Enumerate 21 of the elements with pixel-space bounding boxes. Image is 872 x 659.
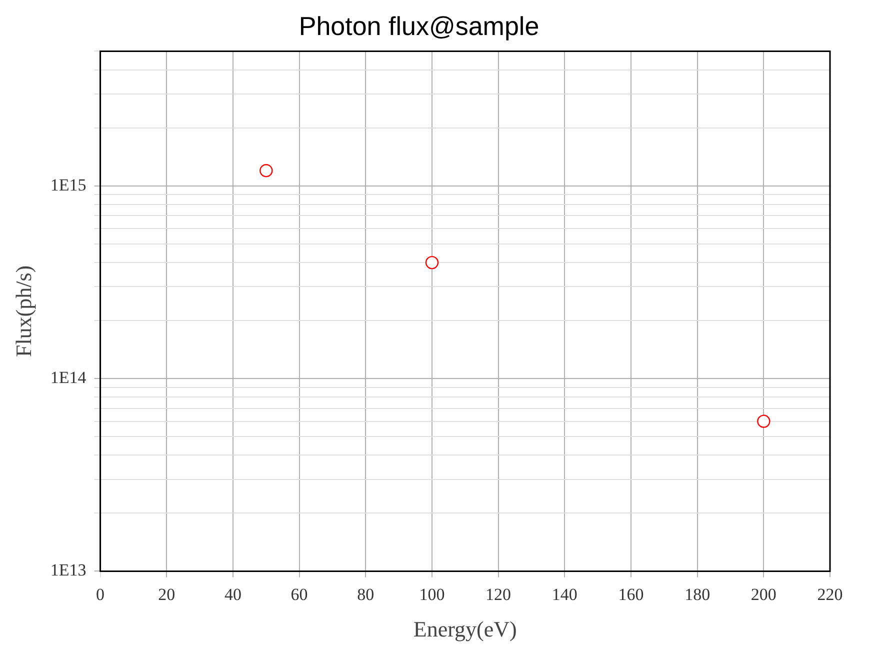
x-tick-label: 200 [750,584,776,604]
x-tick-label: 20 [158,584,176,604]
y-tick-label: 1E13 [50,560,86,580]
x-tick-label: 40 [224,584,242,604]
x-axis-title: Energy(eV) [413,616,517,642]
point [757,414,770,428]
y-tick-label: 1E15 [50,175,86,194]
point [260,164,273,178]
point [425,256,439,270]
x-tick-label: 220 [817,584,843,604]
x-tick-label: 0 [96,584,105,604]
x-tick-label: 60 [290,584,308,604]
y-tick-label: 1E14 [50,368,87,388]
x-tick-label: 140 [552,584,578,604]
x-tick-label: 100 [419,584,445,604]
x-tick-label: 160 [618,584,644,604]
chart-title: Photon flux@sample [298,10,540,41]
x-tick-label: 80 [357,584,374,604]
y-axis-title: Flux(ph/s) [10,265,36,358]
x-tick-label: 180 [684,584,710,604]
x-tick-label: 120 [486,584,512,604]
